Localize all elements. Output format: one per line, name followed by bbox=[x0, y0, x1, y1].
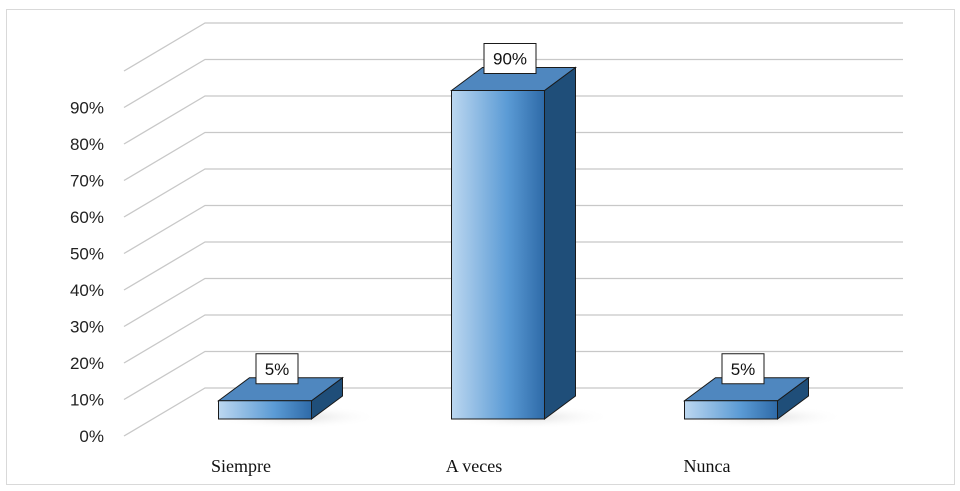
y-tick-label: 20% bbox=[70, 354, 104, 373]
data-label-text: 5% bbox=[731, 360, 756, 379]
data-label-box bbox=[721, 353, 765, 385]
y-axis: 0% 10% 20% 30% 40% 50% 60% 70% 80% 90% bbox=[70, 99, 104, 447]
data-label-box bbox=[255, 353, 299, 385]
gridline bbox=[123, 22, 903, 72]
data-label-box bbox=[483, 43, 537, 74]
bar bbox=[682, 376, 811, 420]
gridline bbox=[123, 387, 903, 437]
y-tick-label: 70% bbox=[70, 172, 104, 191]
bar bbox=[449, 66, 578, 420]
gridline bbox=[123, 58, 903, 109]
bar-front bbox=[684, 400, 778, 420]
y-tick-label: 80% bbox=[70, 135, 104, 154]
data-labels: 5% 90% 5% bbox=[255, 43, 765, 385]
y-tick-label: 60% bbox=[70, 208, 104, 227]
gridline bbox=[123, 277, 903, 328]
x-axis: Siempre A veces Nunca bbox=[211, 456, 730, 476]
data-label-text: 90% bbox=[493, 50, 527, 69]
bar-front bbox=[451, 90, 545, 420]
grid-layer bbox=[123, 22, 903, 437]
y-tick-label: 0% bbox=[79, 427, 104, 446]
data-label: 5% bbox=[721, 353, 765, 385]
y-tick-label: 10% bbox=[70, 391, 104, 410]
bar-side bbox=[544, 66, 576, 420]
bar-front bbox=[218, 400, 312, 420]
gridline bbox=[123, 314, 903, 364]
y-tick-label: 50% bbox=[70, 245, 104, 264]
data-label: 5% bbox=[255, 353, 299, 385]
y-tick-label: 90% bbox=[70, 99, 104, 118]
gridline bbox=[123, 204, 903, 255]
data-label-text: 5% bbox=[265, 360, 290, 379]
x-tick-label: A veces bbox=[446, 456, 502, 476]
x-tick-label: Nunca bbox=[684, 456, 731, 476]
y-tick-label: 30% bbox=[70, 318, 104, 337]
bars bbox=[211, 66, 845, 429]
gridline bbox=[123, 168, 903, 218]
gridline bbox=[123, 95, 903, 145]
bar bbox=[216, 376, 345, 420]
gridline bbox=[123, 131, 903, 182]
gridline bbox=[123, 350, 903, 401]
x-tick-label: Siempre bbox=[211, 456, 271, 476]
data-label: 90% bbox=[483, 43, 537, 74]
gridline bbox=[123, 241, 903, 291]
y-tick-label: 40% bbox=[70, 281, 104, 300]
